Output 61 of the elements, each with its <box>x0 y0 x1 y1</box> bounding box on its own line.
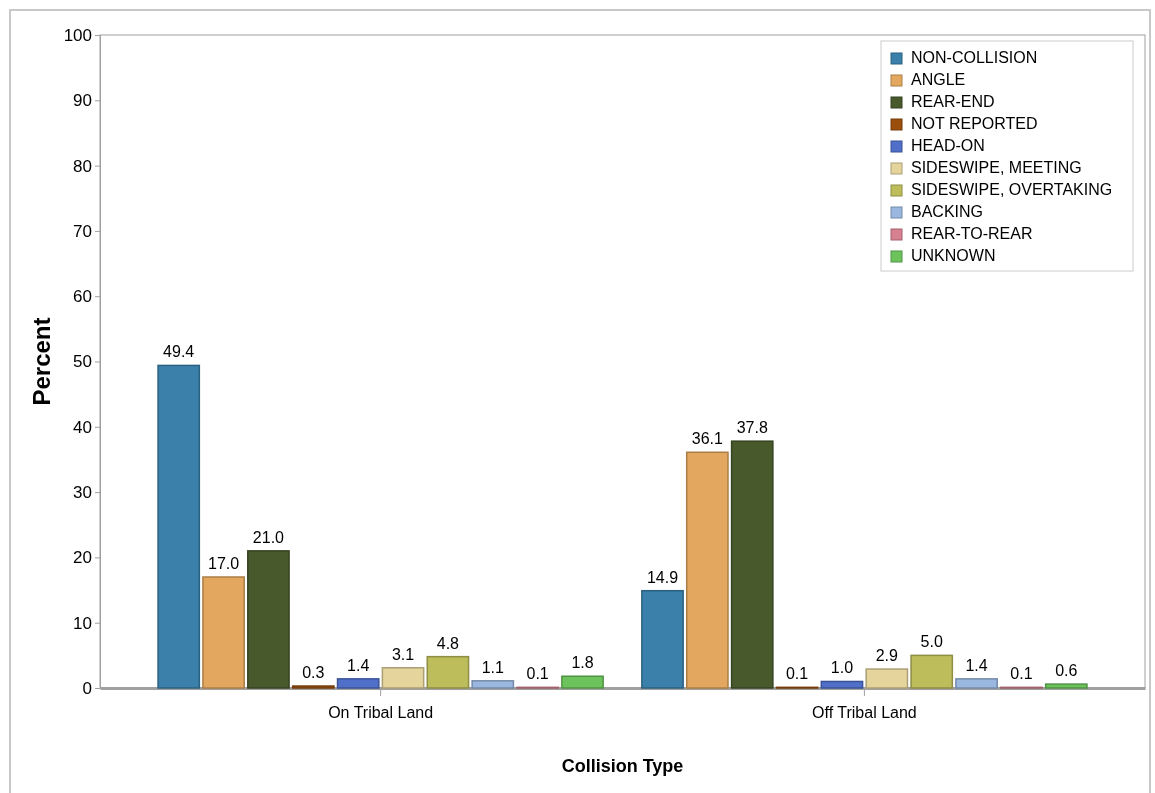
bar <box>910 654 954 689</box>
data-label: 21.0 <box>252 528 285 546</box>
x-tick-label: On Tribal Land <box>328 704 434 722</box>
y-tick-label: 60 <box>73 287 92 307</box>
bar <box>202 576 245 689</box>
y-tick-label: 40 <box>73 417 92 437</box>
y-tick-label: 100 <box>63 25 92 45</box>
bar <box>730 440 774 689</box>
bar <box>471 680 515 689</box>
y-tick-label: 20 <box>73 548 92 568</box>
bar <box>1044 683 1088 689</box>
data-label: 36.1 <box>691 430 724 448</box>
bar <box>426 655 470 689</box>
data-label: 49.4 <box>163 343 195 361</box>
y-tick-label: 30 <box>73 483 92 503</box>
bar <box>685 451 729 689</box>
data-label: 1.4 <box>965 656 988 674</box>
x-tick-label: Off Tribal Land <box>812 704 917 722</box>
data-label: 0.6 <box>1055 662 1078 680</box>
y-tick-label: 70 <box>73 221 92 241</box>
data-label: 3.1 <box>391 645 415 663</box>
y-tick-label: 90 <box>73 91 92 111</box>
y-tick-label: 10 <box>73 613 92 633</box>
legend-label: REAR-TO-REAR <box>911 225 1033 242</box>
bar <box>865 668 909 689</box>
legend-label: SIDESWIPE, OVERTAKING <box>911 181 1113 198</box>
data-label: 1.1 <box>481 658 504 676</box>
data-label: 1.0 <box>830 659 854 677</box>
data-label: 14.9 <box>646 568 679 586</box>
bar <box>955 678 998 689</box>
data-label: 4.8 <box>436 634 460 652</box>
legend-label: BACKING <box>911 203 984 220</box>
legend-label: NON-COLLISION <box>911 49 1038 66</box>
data-label: 0.1 <box>785 665 809 683</box>
data-label: 5.0 <box>920 633 943 651</box>
x-axis-title: Collision Type <box>561 756 684 776</box>
data-label: 1.8 <box>571 654 594 672</box>
legend-label: NOT REPORTED <box>911 115 1038 132</box>
data-label: 37.8 <box>736 419 768 437</box>
data-label: 1.4 <box>347 656 370 674</box>
y-tick-label: 80 <box>73 156 92 176</box>
bar <box>641 589 684 689</box>
y-tick-label: 50 <box>73 352 92 372</box>
data-label: 0.1 <box>1010 665 1033 683</box>
legend-label: UNKNOWN <box>911 247 996 264</box>
legend-label: REAR-END <box>911 93 995 110</box>
y-tick-label: 0 <box>82 678 92 698</box>
data-label: 2.9 <box>875 647 899 665</box>
legend-label: ANGLE <box>911 71 966 88</box>
bar <box>247 550 290 689</box>
legend-label: HEAD-ON <box>911 137 985 154</box>
bar <box>381 667 425 689</box>
bar <box>157 364 201 689</box>
data-label: 0.3 <box>302 664 325 682</box>
data-label: 17.0 <box>207 554 240 572</box>
legend-label: SIDESWIPE, MEETING <box>911 159 1082 176</box>
data-label: 0.1 <box>526 665 549 683</box>
bar <box>336 678 380 689</box>
bar <box>820 680 864 689</box>
y-axis-title: Percent <box>28 317 55 406</box>
bar <box>561 675 604 689</box>
